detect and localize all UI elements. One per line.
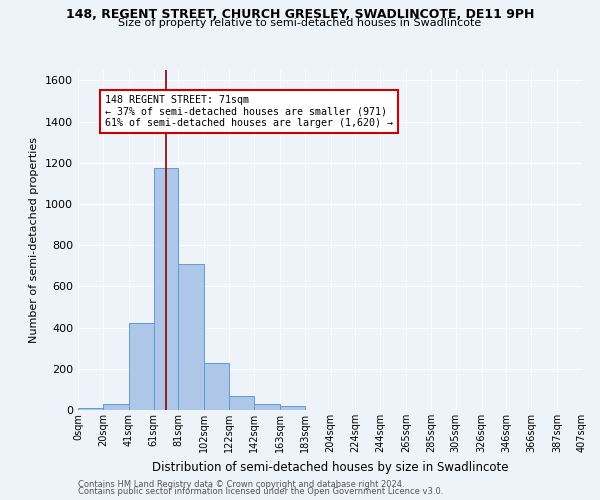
Text: Contains public sector information licensed under the Open Government Licence v3: Contains public sector information licen… <box>78 487 443 496</box>
Y-axis label: Number of semi-detached properties: Number of semi-detached properties <box>29 137 40 343</box>
Bar <box>78 408 103 410</box>
Bar <box>178 264 205 410</box>
Text: Contains HM Land Registry data © Crown copyright and database right 2024.: Contains HM Land Registry data © Crown c… <box>78 480 404 489</box>
Bar <box>280 406 305 410</box>
Bar <box>154 168 178 410</box>
Text: 148, REGENT STREET, CHURCH GRESLEY, SWADLINCOTE, DE11 9PH: 148, REGENT STREET, CHURCH GRESLEY, SWAD… <box>66 8 534 20</box>
Text: Distribution of semi-detached houses by size in Swadlincote: Distribution of semi-detached houses by … <box>152 461 508 474</box>
Bar <box>254 404 280 410</box>
Bar <box>103 404 129 410</box>
Text: 148 REGENT STREET: 71sqm
← 37% of semi-detached houses are smaller (971)
61% of : 148 REGENT STREET: 71sqm ← 37% of semi-d… <box>105 94 393 128</box>
Text: Size of property relative to semi-detached houses in Swadlincote: Size of property relative to semi-detach… <box>118 18 482 28</box>
Bar <box>229 396 254 410</box>
Bar <box>129 324 154 410</box>
Bar <box>205 363 229 410</box>
